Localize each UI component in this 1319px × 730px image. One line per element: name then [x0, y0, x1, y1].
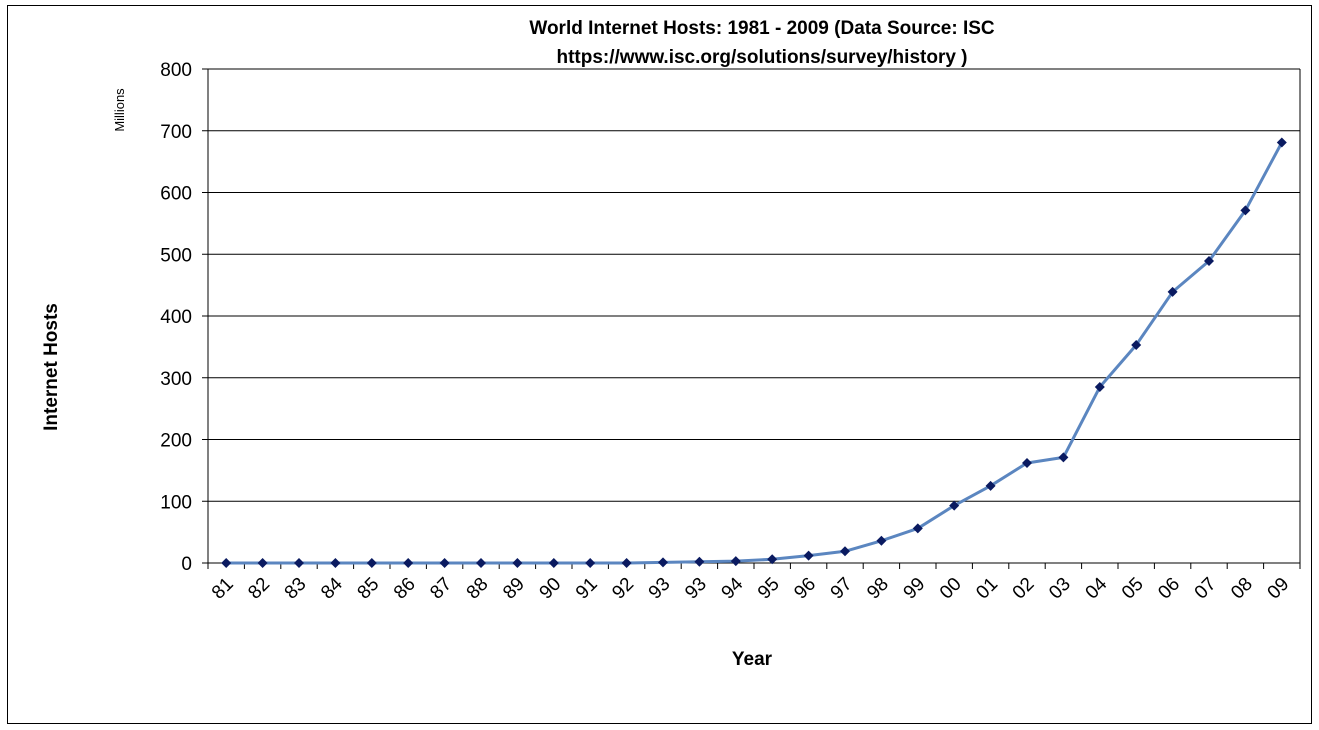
data-point [403, 558, 414, 568]
data-point [985, 480, 996, 491]
x-tick-label: 96 [790, 574, 820, 604]
y-axis-label: Internet Hosts [41, 303, 62, 431]
units-label: Millions [112, 88, 127, 132]
x-tick-label: 00 [936, 574, 966, 604]
x-tick-label: 91 [572, 574, 602, 604]
data-point [803, 550, 814, 561]
chart-frame [7, 5, 1312, 724]
x-tick-label: 83 [281, 574, 311, 604]
x-tick-label: 85 [354, 574, 384, 604]
data-point [476, 558, 486, 568]
chart-subtitle: https://www.isc.org/solutions/survey/his… [556, 47, 967, 68]
y-tick-label: 500 [160, 245, 192, 266]
y-tick-label: 800 [160, 60, 192, 81]
y-tick-label: 100 [160, 492, 192, 513]
x-tick-label: 93 [681, 574, 711, 604]
x-tick-label: 03 [1045, 574, 1075, 604]
data-point [1022, 457, 1032, 468]
data-point [876, 535, 887, 546]
y-tick-label: 700 [160, 122, 192, 143]
x-tick-label: 09 [1264, 574, 1294, 604]
data-point [730, 556, 741, 567]
data-point [621, 558, 632, 568]
data-point [658, 557, 668, 568]
data-point [439, 558, 450, 568]
data-point [330, 558, 341, 568]
data-point [1276, 137, 1287, 148]
x-tick-label: 89 [499, 574, 529, 604]
y-tick-label: 0 [181, 554, 192, 575]
data-point [1131, 340, 1142, 351]
y-tick-label: 600 [160, 184, 192, 205]
y-tick-label: 200 [160, 431, 192, 452]
data-point [840, 546, 850, 557]
x-tick-label: 97 [827, 574, 857, 604]
x-tick-label: 81 [208, 574, 238, 604]
x-tick-label: 98 [863, 574, 893, 604]
x-tick-label: 95 [754, 574, 784, 604]
data-point [1058, 452, 1069, 463]
x-tick-label: 06 [1154, 574, 1184, 604]
series-line [226, 141, 1284, 565]
data-point [1167, 286, 1178, 297]
data-point [949, 500, 960, 511]
x-axis-label: Year [732, 649, 773, 670]
data-point [257, 558, 268, 568]
data-point [1204, 256, 1214, 267]
data-point [912, 523, 923, 534]
x-tick-label: 82 [244, 574, 274, 604]
x-tick-label: 86 [390, 574, 420, 604]
x-tick-label: 07 [1191, 574, 1221, 604]
data-point [512, 558, 523, 568]
data-point [366, 558, 377, 568]
x-tick-label: 02 [1009, 574, 1039, 604]
chart-title: World Internet Hosts: 1981 - 2009 (Data … [529, 18, 995, 39]
x-tick-label: 92 [608, 574, 638, 604]
data-point [1240, 205, 1251, 216]
data-point [1094, 382, 1105, 393]
y-tick-label: 400 [160, 307, 192, 328]
x-tick-label: 99 [900, 574, 930, 604]
x-tick-label: 04 [1082, 573, 1112, 603]
data-point [294, 558, 304, 568]
x-tick-label: 05 [1118, 574, 1148, 604]
data-point [694, 556, 705, 567]
x-tick-label: 87 [426, 574, 456, 604]
x-tick-label: 08 [1227, 574, 1257, 604]
x-tick-label: 88 [463, 574, 493, 604]
x-tick-label: 84 [317, 573, 347, 603]
x-tick-label: 93 [645, 574, 675, 604]
data-point [548, 558, 559, 568]
data-point [767, 554, 778, 565]
x-tick-label: 94 [718, 573, 748, 603]
x-tick-label: 01 [972, 574, 1002, 604]
data-point [221, 558, 232, 568]
y-tick-label: 300 [160, 369, 192, 390]
x-tick-label: 90 [536, 574, 566, 604]
data-point [585, 558, 596, 568]
